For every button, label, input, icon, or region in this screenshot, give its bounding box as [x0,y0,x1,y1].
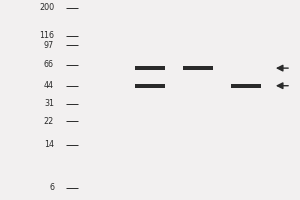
Text: 97: 97 [44,41,54,50]
Text: 14: 14 [44,140,54,149]
Text: 200: 200 [39,3,54,12]
Bar [183,66,213,70]
Bar [135,84,165,88]
Text: 22: 22 [44,117,54,126]
Text: 66: 66 [44,60,54,69]
Bar [231,84,261,88]
Text: 31: 31 [44,99,54,108]
Text: 6: 6 [49,184,54,192]
Text: 116: 116 [39,31,54,40]
Text: 44: 44 [44,81,54,90]
Bar [135,66,165,70]
